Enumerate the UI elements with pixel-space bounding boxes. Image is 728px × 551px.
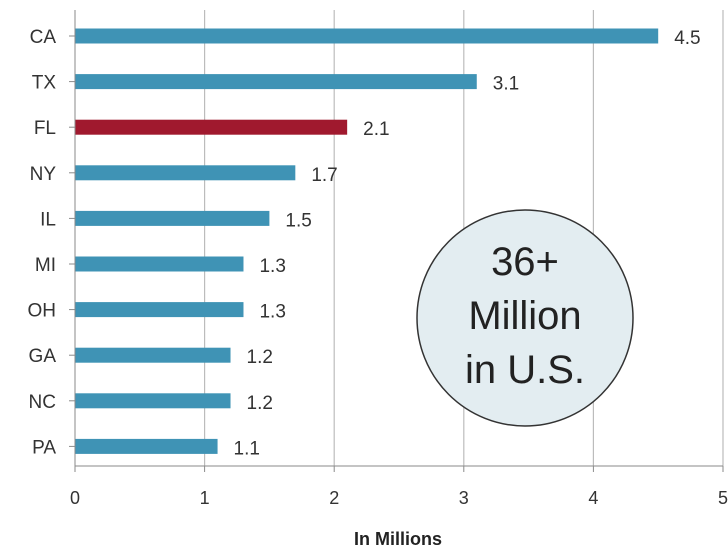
callout-circle [416, 209, 634, 427]
x-tick-label: 3 [459, 488, 469, 508]
value-label: 2.1 [363, 119, 389, 140]
value-label: 1.3 [259, 256, 285, 277]
x-axis-label: In Millions [354, 529, 442, 549]
bar [75, 28, 659, 44]
value-label: 1.7 [311, 165, 337, 186]
value-label: 1.2 [247, 347, 273, 368]
callout-line-2: Million [468, 294, 581, 338]
category-label: OH [28, 301, 57, 322]
x-tick-label: 0 [70, 488, 80, 508]
category-label: TX [32, 73, 57, 94]
category-label: IL [40, 209, 56, 230]
category-label: NY [30, 164, 57, 185]
bar [75, 165, 296, 181]
bars: 4.5 3.1 2.1 1.7 1.5 1.3 1.3 1.2 1.2 1.1 [75, 28, 701, 459]
category-label: GA [29, 346, 57, 367]
category-label: CA [30, 27, 57, 48]
callout-line-1: 36+ [491, 240, 559, 284]
category-label: NC [29, 392, 56, 413]
value-label: 3.1 [493, 74, 519, 95]
category-label: MI [35, 255, 56, 276]
bar [75, 210, 270, 226]
x-tick-label: 4 [588, 488, 598, 508]
axes: 0 1 2 3 4 5 CA TX FL NY IL MI OH GA NC PA [28, 10, 728, 508]
bar [75, 302, 244, 318]
bar [75, 74, 477, 90]
value-label: 1.5 [285, 210, 311, 231]
value-label: 1.3 [259, 302, 285, 323]
callout: 36+ Million in U.S. [416, 209, 634, 427]
category-label: FL [34, 118, 56, 139]
bar [75, 438, 218, 454]
bar [75, 393, 231, 409]
category-label: PA [32, 437, 56, 458]
bar [75, 347, 231, 363]
value-label: 1.2 [247, 393, 273, 414]
x-tick-label: 5 [718, 488, 728, 508]
value-label: 1.1 [234, 438, 260, 459]
bar [75, 256, 244, 272]
value-label: 4.5 [674, 28, 700, 49]
callout-line-3: in U.S. [465, 348, 585, 392]
x-tick-label: 1 [200, 488, 210, 508]
bar [75, 119, 348, 135]
x-tick-label: 2 [329, 488, 339, 508]
